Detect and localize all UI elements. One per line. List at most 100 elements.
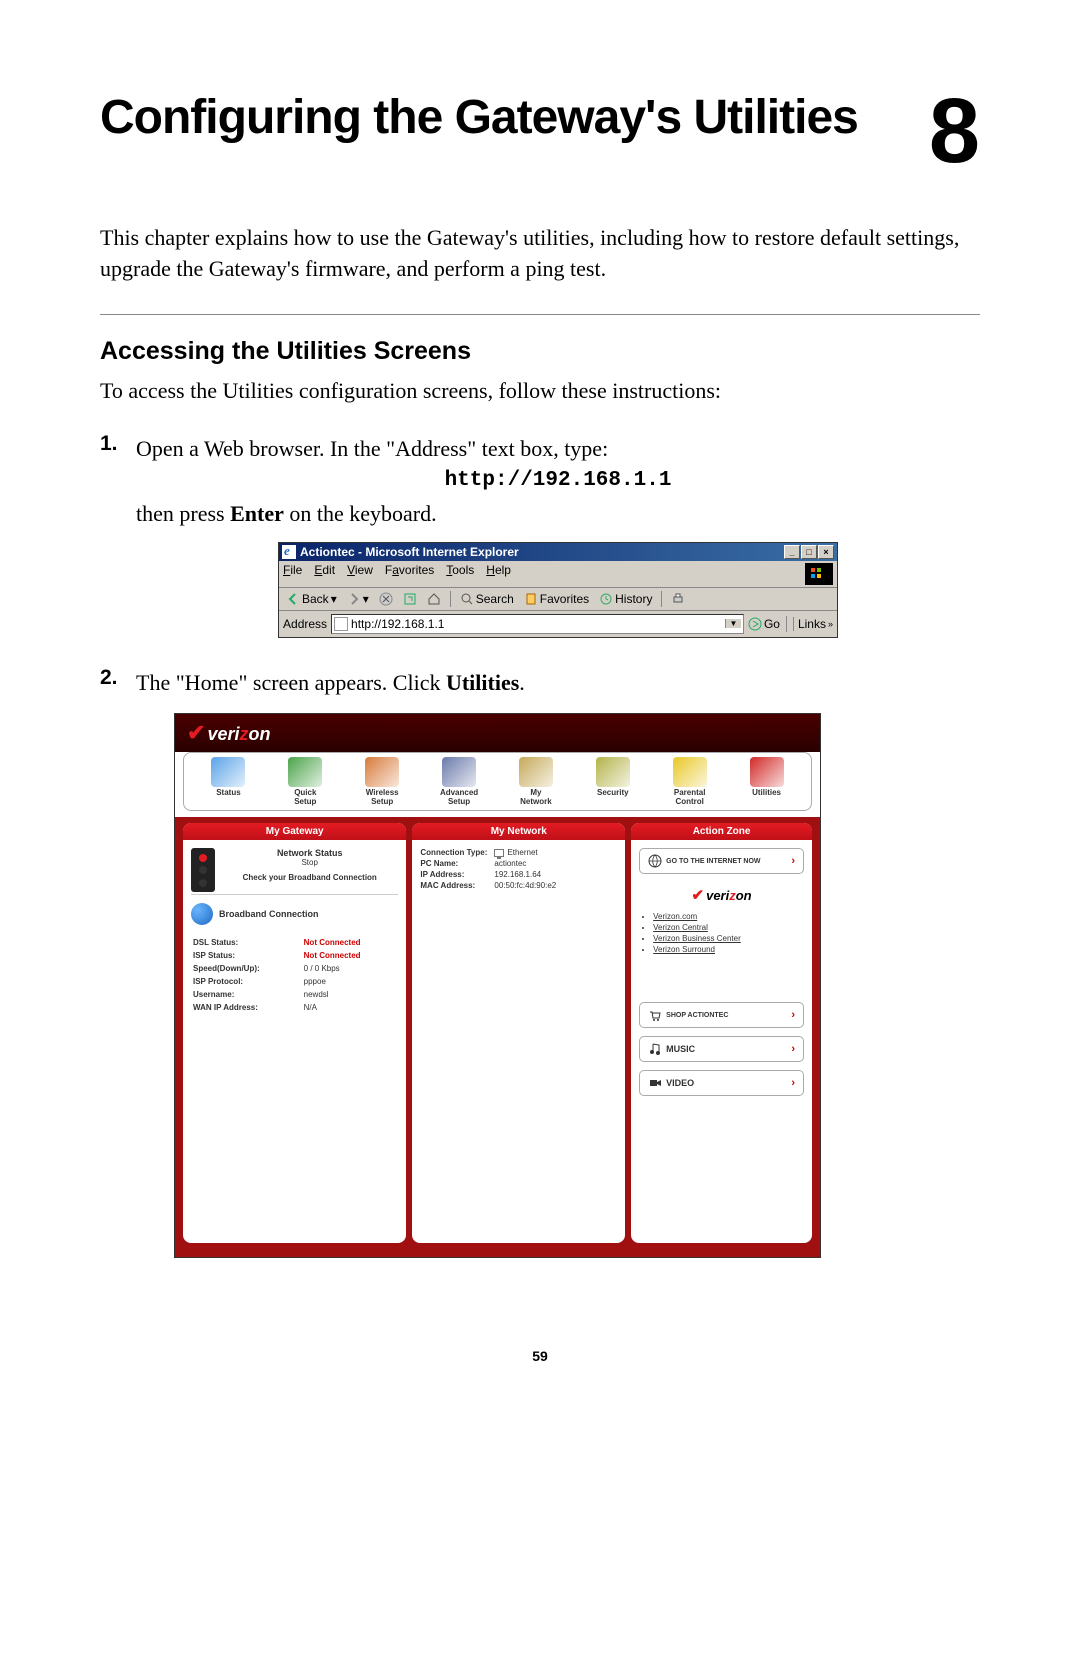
ie-title: Actiontec - Microsoft Internet Explorer bbox=[300, 545, 784, 559]
nav-parental-control[interactable]: ParentalControl bbox=[656, 757, 724, 807]
refresh-button[interactable] bbox=[400, 591, 420, 607]
ethernet-icon bbox=[494, 849, 504, 857]
network-row: PC Name:actiontec bbox=[420, 859, 617, 868]
print-button[interactable] bbox=[668, 591, 688, 607]
nav-status[interactable]: Status bbox=[194, 757, 262, 807]
menu-favorites[interactable]: Favorites bbox=[385, 563, 434, 585]
nav-label: ParentalControl bbox=[674, 789, 706, 807]
nav-icon bbox=[519, 757, 553, 787]
nav-my-network[interactable]: MyNetwork bbox=[502, 757, 570, 807]
vz-body: My Gateway Network Status Stop Check you… bbox=[175, 817, 820, 1257]
close-button[interactable]: × bbox=[818, 545, 834, 559]
menu-file[interactable]: File bbox=[283, 563, 302, 585]
nav-label: AdvancedSetup bbox=[440, 789, 478, 807]
stop-button[interactable] bbox=[376, 591, 396, 607]
verizon-screenshot: ✔verizon Status QuickSetup WirelessSetup Ad… bbox=[174, 713, 821, 1259]
nav-icon bbox=[288, 757, 322, 787]
ie-toolbar: Back ▾ ▾ Search Favorites History bbox=[279, 588, 837, 611]
stat-row: Speed(Down/Up):0 / 0 Kbps bbox=[193, 963, 396, 974]
my-gateway-panel: My Gateway Network Status Stop Check you… bbox=[183, 823, 406, 1243]
chevron-right-icon: › bbox=[791, 1077, 795, 1089]
menu-view[interactable]: View bbox=[347, 563, 373, 585]
section-divider bbox=[100, 314, 980, 315]
step-text: on the keyboard. bbox=[284, 501, 437, 526]
nav-icon bbox=[750, 757, 784, 787]
verizon-logo: ✔verizon bbox=[187, 720, 270, 746]
page-favicon bbox=[334, 617, 348, 631]
menu-help[interactable]: Help bbox=[486, 563, 511, 585]
stat-row: ISP Protocol:pppoe bbox=[193, 976, 396, 987]
broadband-connection-label: Broadband Connection bbox=[219, 909, 319, 919]
intro-paragraph: This chapter explains how to use the Gat… bbox=[100, 223, 980, 285]
go-button[interactable]: Go bbox=[748, 617, 780, 631]
stat-row: ISP Status:Not Connected bbox=[193, 950, 396, 961]
nav-label: Utilities bbox=[752, 789, 781, 798]
back-button[interactable]: Back ▾ bbox=[283, 591, 340, 607]
address-input[interactable]: http://192.168.1.1 ▼ bbox=[331, 614, 744, 634]
stat-row: Username:newdsl bbox=[193, 989, 396, 1000]
ie-titlebar: Actiontec - Microsoft Internet Explorer … bbox=[279, 543, 837, 561]
chevron-right-icon: › bbox=[791, 1009, 795, 1021]
gateway-stats-table: DSL Status:Not ConnectedISP Status:Not C… bbox=[191, 935, 398, 1015]
chapter-title: Configuring the Gateway's Utilities bbox=[100, 90, 858, 145]
video-button[interactable]: VIDEO › bbox=[639, 1070, 804, 1096]
step-1: 1. Open a Web browser. In the "Address" … bbox=[136, 432, 980, 638]
ie-menubar: File Edit View Favorites Tools Help bbox=[279, 561, 837, 588]
maximize-button[interactable]: □ bbox=[801, 545, 817, 559]
search-button[interactable]: Search bbox=[457, 591, 517, 607]
menu-tools[interactable]: Tools bbox=[446, 563, 474, 585]
nav-advanced-setup[interactable]: AdvancedSetup bbox=[425, 757, 493, 807]
nav-quick-setup[interactable]: QuickSetup bbox=[271, 757, 339, 807]
menu-edit[interactable]: Edit bbox=[314, 563, 335, 585]
step-text: The "Home" screen appears. Click bbox=[136, 670, 446, 695]
nav-label: Status bbox=[216, 789, 240, 798]
my-network-panel: My Network Connection Type:EthernetPC Na… bbox=[412, 823, 625, 1243]
vz-header: ✔verizon bbox=[175, 714, 820, 752]
nav-utilities[interactable]: Utilities bbox=[733, 757, 801, 807]
network-status-label: Network Status bbox=[191, 848, 398, 858]
step-text: . bbox=[519, 670, 525, 695]
shop-actiontec-button[interactable]: SHOP ACTIONTEC › bbox=[639, 1002, 804, 1028]
step-number: 1. bbox=[100, 432, 118, 456]
gateway-url: http://192.168.1.1 bbox=[136, 465, 980, 497]
nav-security[interactable]: Security bbox=[579, 757, 647, 807]
nav-icon bbox=[596, 757, 630, 787]
goto-internet-button[interactable]: GO TO THE INTERNET NOW › bbox=[639, 848, 804, 874]
verizon-link[interactable]: Verizon Business Center bbox=[653, 934, 804, 943]
nav-icon bbox=[211, 757, 245, 787]
step-number: 2. bbox=[100, 666, 118, 690]
ie-icon bbox=[282, 545, 296, 559]
ie-screenshot: Actiontec - Microsoft Internet Explorer … bbox=[278, 542, 838, 638]
home-button[interactable] bbox=[424, 591, 444, 607]
chevron-right-icon: › bbox=[791, 1043, 795, 1055]
check-broadband-link[interactable]: Check your Broadband Connection bbox=[191, 873, 398, 882]
nav-wireless-setup[interactable]: WirelessSetup bbox=[348, 757, 416, 807]
ie-throbber-icon bbox=[805, 563, 833, 585]
section-heading: Accessing the Utilities Screens bbox=[100, 337, 980, 366]
history-button[interactable]: History bbox=[596, 591, 655, 607]
enter-key: Enter bbox=[230, 501, 284, 526]
nav-icon bbox=[673, 757, 707, 787]
panel-title: My Network bbox=[412, 823, 625, 840]
verizon-link[interactable]: Verizon Surround bbox=[653, 945, 804, 954]
links-button[interactable]: Links » bbox=[793, 617, 833, 631]
chapter-number: 8 bbox=[929, 90, 980, 173]
forward-button[interactable]: ▾ bbox=[344, 591, 372, 607]
music-button[interactable]: MUSIC › bbox=[639, 1036, 804, 1062]
network-row: IP Address:192.168.1.64 bbox=[420, 870, 617, 879]
nav-label: Security bbox=[597, 789, 629, 798]
step-2: 2. The "Home" screen appears. Click Util… bbox=[136, 666, 980, 1259]
favorites-button[interactable]: Favorites bbox=[521, 591, 592, 607]
verizon-small-logo: ✔verizon bbox=[639, 886, 804, 904]
verizon-link[interactable]: Verizon Central bbox=[653, 923, 804, 932]
address-dropdown[interactable]: ▼ bbox=[725, 619, 741, 628]
nav-label: QuickSetup bbox=[294, 789, 316, 807]
section-intro: To access the Utilities configuration sc… bbox=[100, 378, 980, 404]
address-label: Address bbox=[283, 617, 327, 631]
panel-title: My Gateway bbox=[183, 823, 406, 840]
verizon-link[interactable]: Verizon.com bbox=[653, 912, 804, 921]
minimize-button[interactable]: _ bbox=[784, 545, 800, 559]
utilities-label: Utilities bbox=[446, 670, 519, 695]
ie-address-bar: Address http://192.168.1.1 ▼ Go Links » bbox=[279, 611, 837, 637]
network-row: MAC Address:00:50:fc:4d:90:e2 bbox=[420, 881, 617, 890]
